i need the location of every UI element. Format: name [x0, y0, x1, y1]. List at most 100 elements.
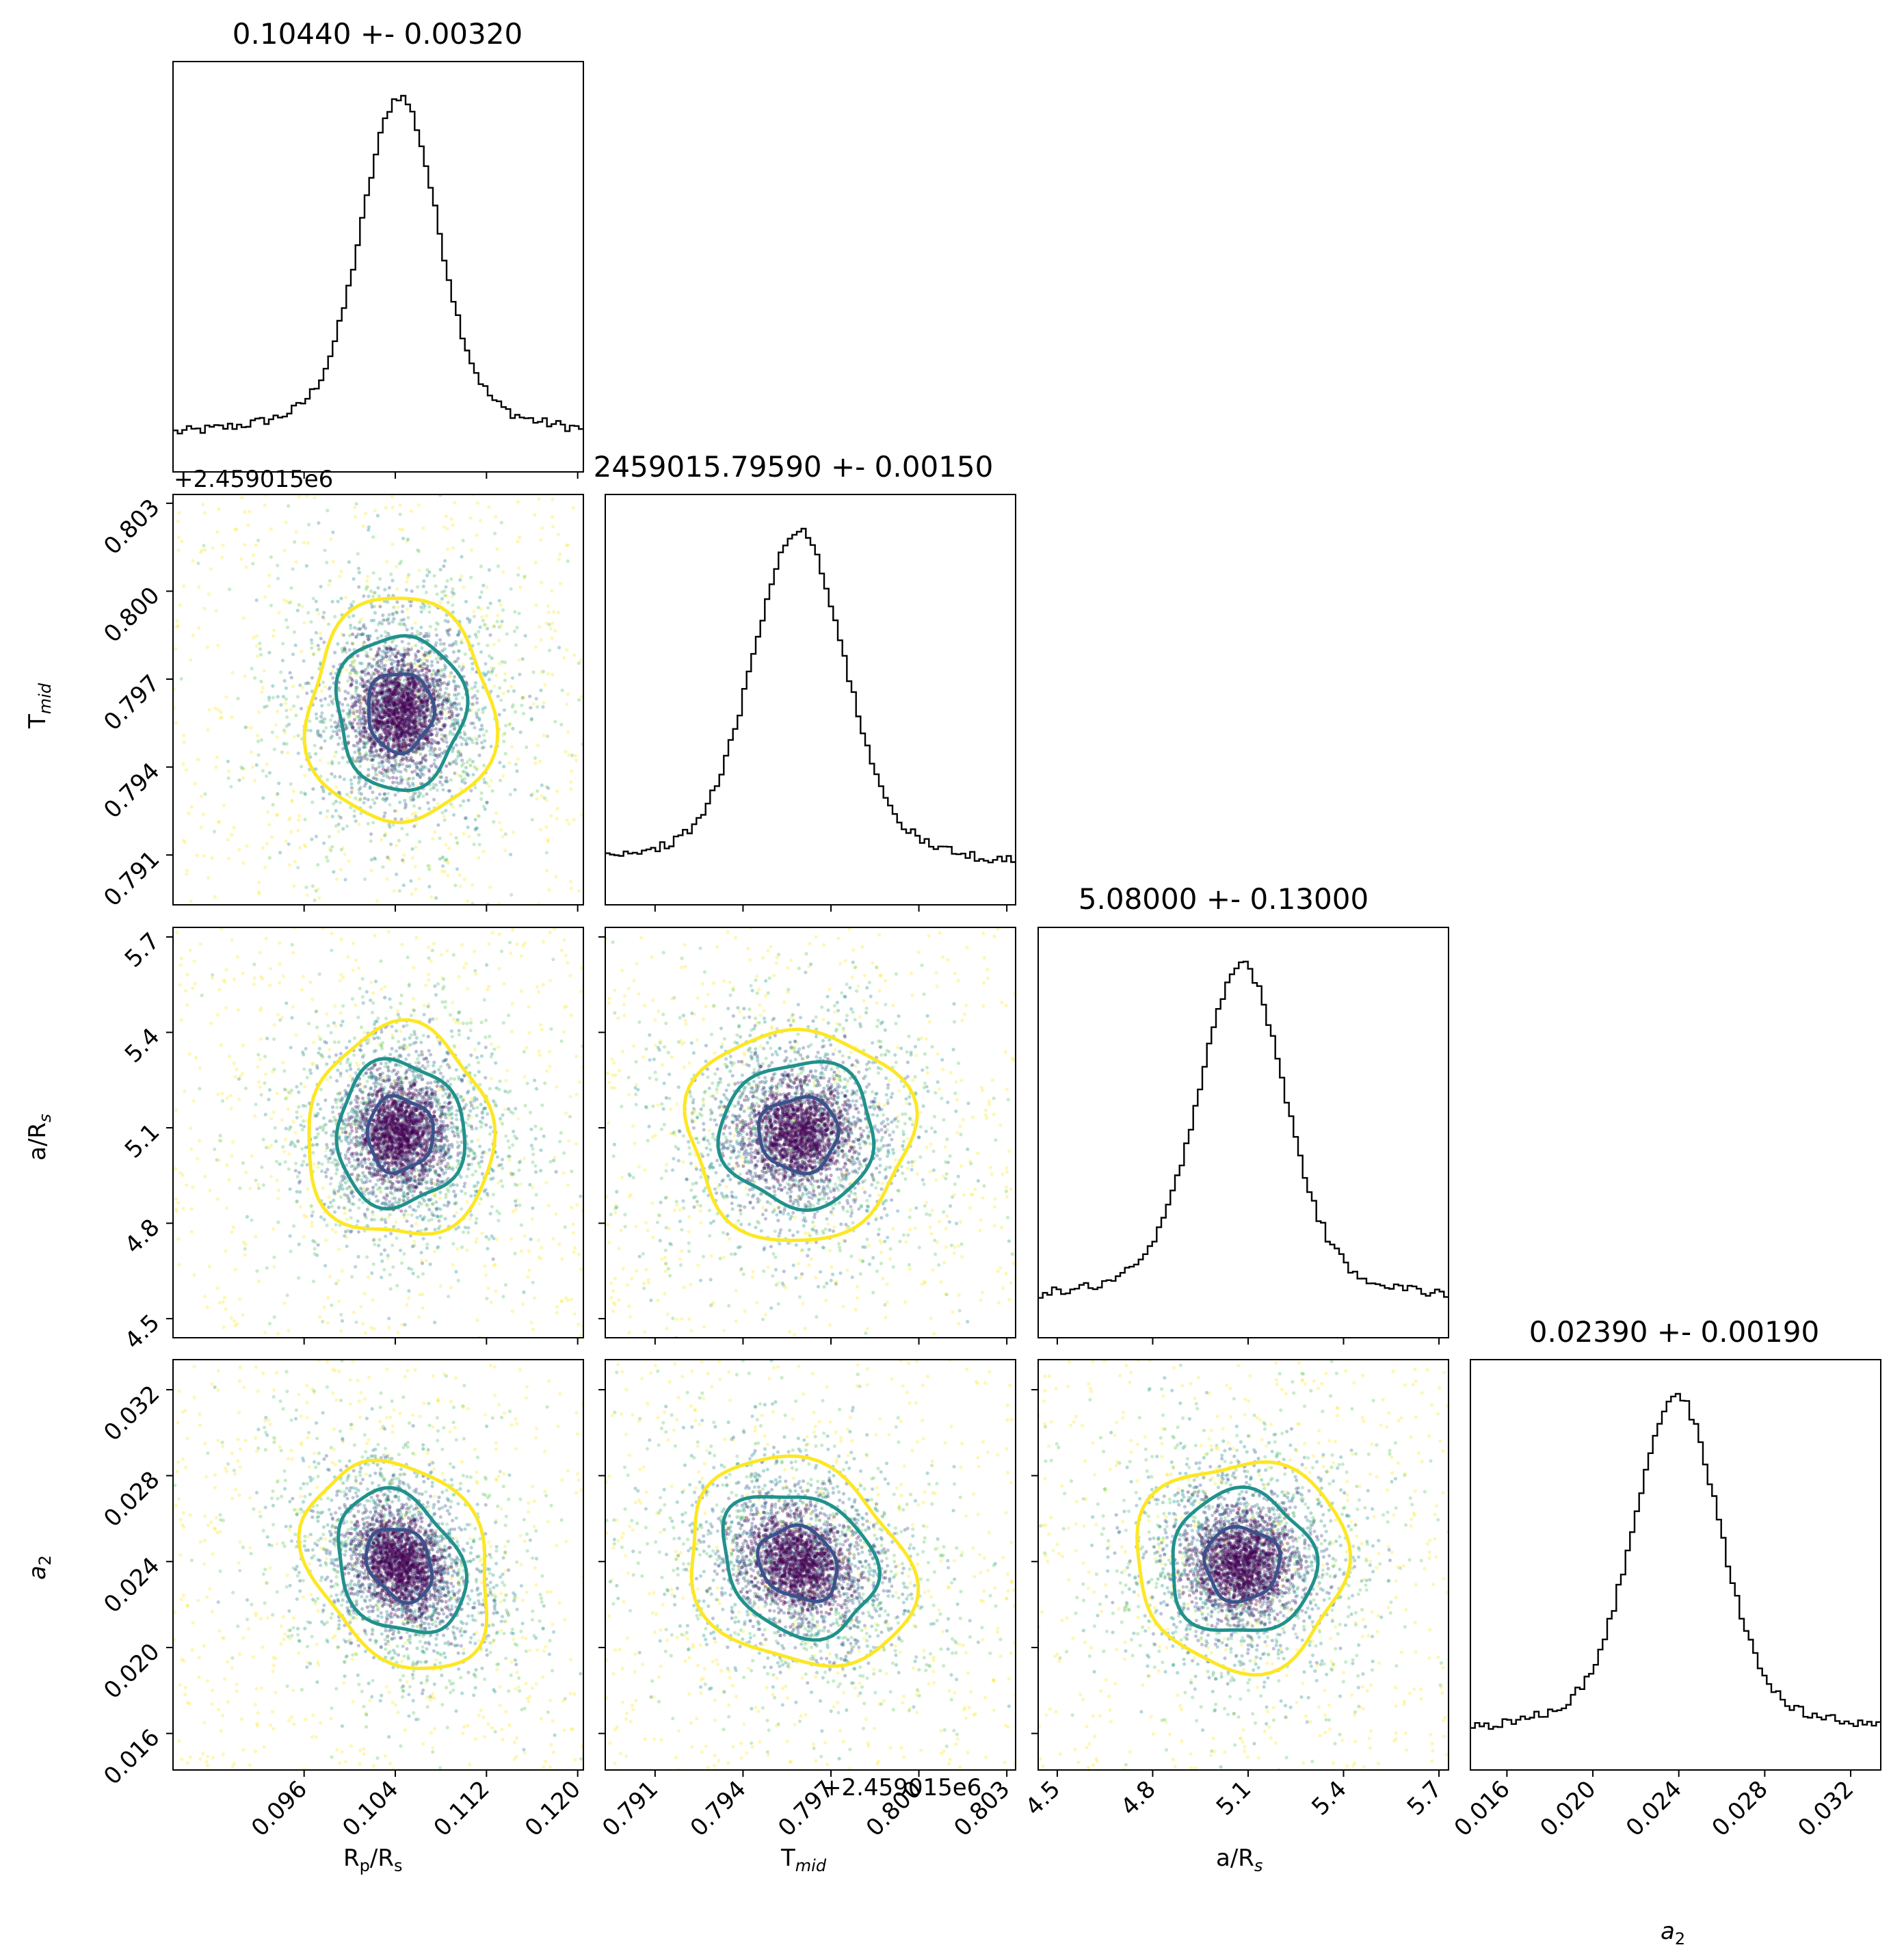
sample-point — [314, 752, 318, 756]
sample-point — [406, 696, 410, 700]
sample-point — [415, 711, 419, 715]
sample-point — [399, 726, 404, 730]
sample-point — [344, 1124, 348, 1128]
sample-point — [393, 705, 397, 709]
sample-point — [437, 719, 441, 724]
sample-point — [353, 700, 358, 704]
sample-point — [429, 733, 433, 737]
sample-point — [394, 733, 398, 737]
sample-point — [352, 1164, 356, 1168]
sample-point — [572, 1231, 576, 1235]
sample-point — [404, 624, 408, 628]
sample-point — [533, 560, 538, 565]
sample-point — [386, 1151, 390, 1155]
sample-point — [412, 728, 416, 732]
sample-point — [310, 800, 315, 804]
sample-point — [238, 1074, 242, 1079]
sample-point — [461, 538, 465, 543]
sample-point — [472, 843, 476, 847]
sample-point — [413, 726, 417, 730]
sample-point — [393, 703, 397, 707]
sample-point — [378, 755, 382, 759]
sample-point — [478, 728, 482, 732]
sample-point — [262, 669, 267, 673]
sample-point — [412, 750, 416, 754]
sample-point — [412, 683, 416, 687]
sample-point — [550, 636, 554, 640]
sample-point — [404, 769, 409, 773]
sample-point — [408, 687, 412, 691]
sample-point — [249, 726, 253, 730]
sample-point — [404, 701, 408, 705]
sample-point — [455, 633, 460, 637]
sample-point — [374, 711, 379, 715]
sample-point — [401, 758, 405, 762]
sample-point — [539, 1127, 544, 1131]
sample-point — [362, 725, 367, 729]
sample-point — [446, 860, 450, 864]
sample-point — [272, 1037, 276, 1041]
sample-point — [380, 691, 384, 696]
sample-point — [386, 718, 391, 722]
sample-point — [481, 745, 486, 750]
sample-point — [443, 723, 448, 727]
sample-point — [412, 718, 416, 722]
sample-point — [406, 694, 410, 698]
sample-point — [459, 787, 463, 791]
sample-point — [479, 1020, 484, 1025]
sample-point — [364, 706, 368, 710]
sample-point — [372, 605, 377, 609]
sample-point — [406, 777, 410, 781]
sample-point — [421, 717, 425, 722]
sample-point — [391, 717, 395, 722]
sample-point — [393, 698, 398, 702]
sample-point — [471, 1173, 475, 1177]
sample-point — [345, 793, 349, 797]
sample-point — [375, 682, 379, 686]
sample-point — [438, 1064, 443, 1069]
sample-point — [364, 730, 369, 735]
sample-point — [419, 700, 423, 704]
sample-point — [485, 1297, 489, 1301]
sample-point — [577, 1252, 581, 1256]
sample-point — [362, 1085, 366, 1089]
sample-point — [529, 717, 533, 721]
sample-point — [411, 730, 415, 734]
sample-point — [426, 741, 430, 745]
sample-point — [241, 776, 246, 780]
sample-point — [387, 698, 391, 703]
sample-point — [418, 695, 422, 700]
sample-point — [519, 954, 524, 958]
sample-point — [407, 702, 411, 706]
sample-point — [386, 708, 391, 712]
sample-point — [431, 689, 435, 693]
sample-point — [405, 832, 409, 836]
sample-point — [374, 683, 378, 687]
sample-point — [395, 680, 399, 684]
sample-point — [365, 687, 369, 691]
sample-point — [425, 679, 429, 683]
sample-point — [384, 769, 388, 773]
sample-point — [442, 815, 446, 819]
sample-point — [408, 706, 412, 710]
sample-point — [456, 649, 461, 653]
sample-point — [353, 670, 357, 674]
sample-point — [455, 1165, 459, 1169]
sample-point — [509, 1109, 513, 1114]
sample-point — [371, 710, 375, 714]
sample-point — [397, 681, 401, 685]
sample-point — [392, 709, 396, 713]
sample-point — [378, 648, 382, 652]
sample-point — [407, 642, 411, 646]
sample-point — [416, 707, 421, 712]
sample-point — [261, 769, 265, 773]
sample-point — [343, 877, 347, 882]
sample-point — [533, 756, 538, 760]
sample-point — [407, 689, 411, 693]
sample-point — [358, 708, 362, 712]
sample-point — [442, 735, 447, 740]
sample-point — [386, 755, 391, 759]
sample-point — [396, 727, 401, 731]
sample-point — [380, 719, 384, 723]
sample-point — [455, 1140, 460, 1144]
